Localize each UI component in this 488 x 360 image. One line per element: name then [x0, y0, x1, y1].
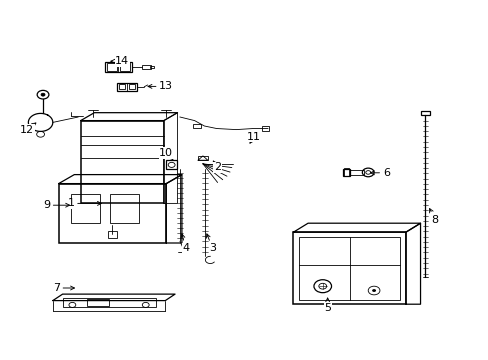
Bar — [119, 84, 125, 89]
Text: 6: 6 — [370, 168, 389, 178]
Bar — [105, 62, 132, 72]
Bar — [106, 63, 117, 71]
Text: 2: 2 — [213, 161, 221, 172]
Bar — [87, 299, 109, 306]
Text: 10: 10 — [159, 148, 173, 159]
Text: 9: 9 — [43, 200, 69, 210]
Bar — [117, 83, 137, 91]
Text: 12: 12 — [20, 123, 36, 135]
Circle shape — [41, 93, 45, 96]
Bar — [59, 184, 166, 243]
Bar — [349, 170, 364, 175]
Text: 11: 11 — [247, 132, 261, 143]
Text: 13: 13 — [148, 81, 173, 91]
Text: 5: 5 — [324, 298, 330, 313]
Bar — [420, 111, 429, 115]
Bar — [142, 65, 150, 69]
Bar — [261, 126, 269, 131]
Text: 8: 8 — [429, 208, 438, 225]
Bar — [342, 169, 349, 176]
Bar — [62, 298, 155, 307]
Bar — [120, 63, 130, 71]
Bar — [107, 231, 117, 238]
Text: 1: 1 — [67, 198, 101, 208]
Text: 14: 14 — [111, 56, 129, 66]
Bar — [150, 66, 154, 68]
Text: 3: 3 — [206, 234, 216, 253]
Circle shape — [371, 289, 375, 292]
Bar — [166, 160, 177, 169]
Bar — [193, 124, 201, 128]
Bar — [293, 232, 405, 304]
Bar — [128, 84, 135, 89]
Text: 7: 7 — [53, 283, 74, 293]
Text: 4: 4 — [181, 234, 189, 253]
Bar — [299, 237, 399, 300]
Bar — [81, 121, 163, 203]
Bar — [110, 194, 139, 223]
Bar — [71, 194, 100, 223]
Bar — [343, 168, 348, 176]
Bar — [198, 156, 207, 160]
